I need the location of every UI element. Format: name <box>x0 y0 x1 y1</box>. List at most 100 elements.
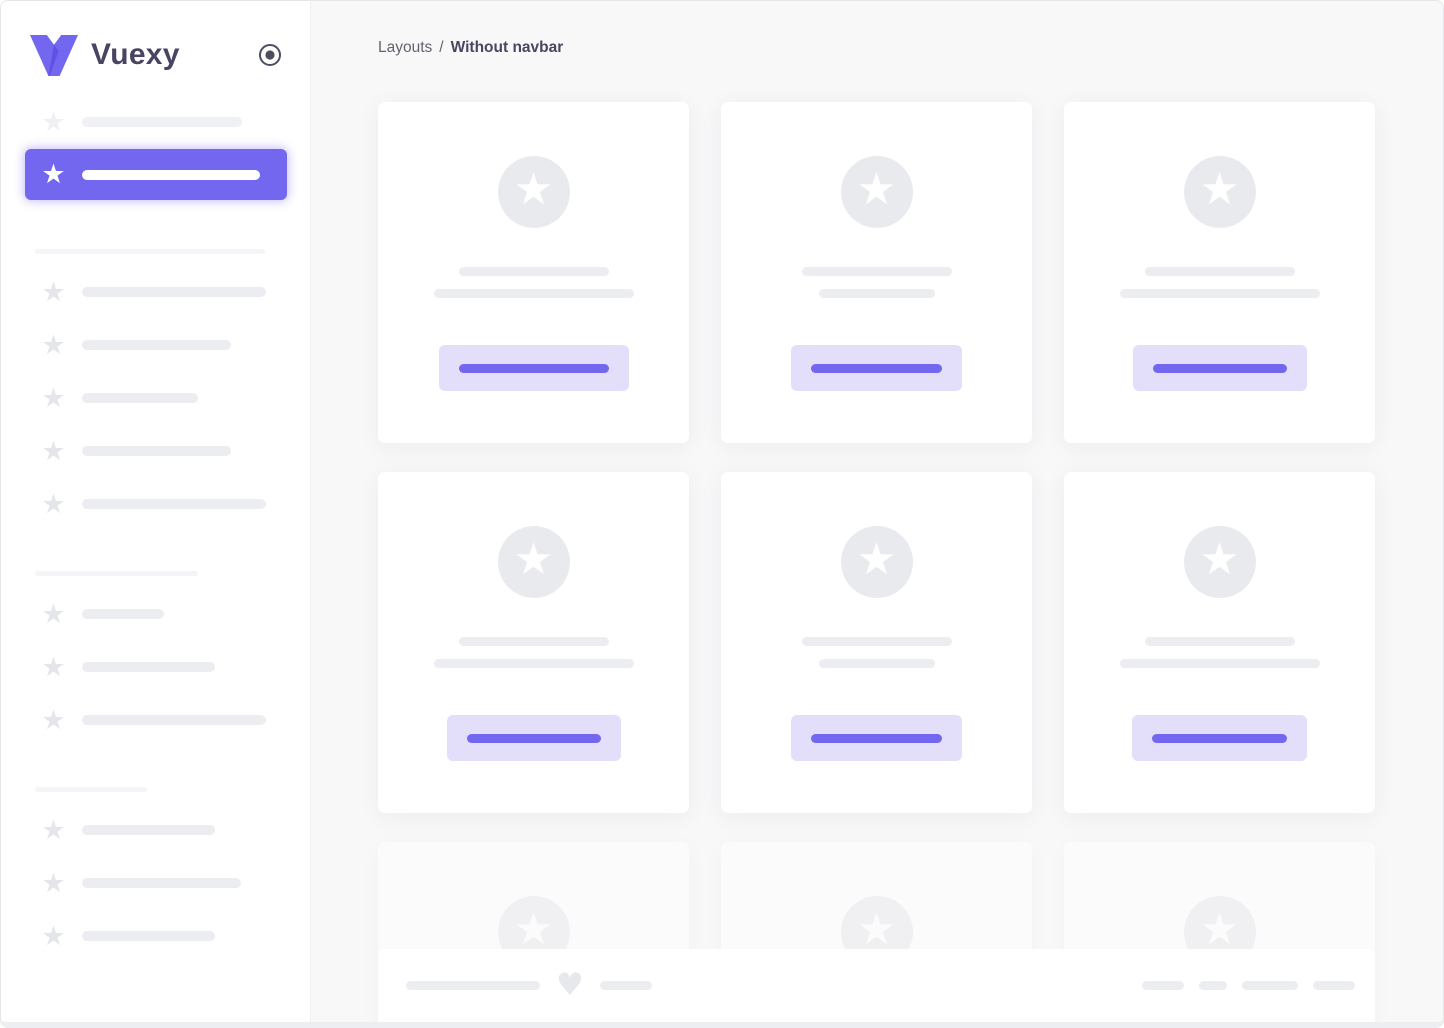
text-placeholder-line <box>1119 289 1320 298</box>
text-placeholder-line <box>433 289 634 298</box>
copyright-placeholder <box>406 981 540 990</box>
star-icon: ★ <box>513 534 554 585</box>
sidebar-item[interactable]: ★ <box>25 596 287 632</box>
star-icon: ★ <box>1199 164 1240 215</box>
cards-grid: ★ ★ ★ ★ ★ ★ ★ ★ ★ <box>378 102 1375 1022</box>
placeholder-card: ★ <box>378 472 689 813</box>
label-placeholder <box>82 715 266 725</box>
star-icon: ★ <box>41 814 66 846</box>
star-icon: ★ <box>41 704 66 736</box>
placeholder-button[interactable] <box>1132 345 1307 391</box>
text-placeholder-line <box>1144 637 1295 646</box>
text-placeholder-line <box>433 659 634 668</box>
text-placeholder-line <box>458 637 609 646</box>
placeholder-button[interactable] <box>446 715 621 761</box>
breadcrumb-link-layouts[interactable]: Layouts <box>378 39 433 56</box>
sidebar-item[interactable]: ★ <box>25 433 287 469</box>
label-placeholder <box>82 499 266 509</box>
placeholder-button[interactable] <box>438 345 629 391</box>
sidebar-item-placeholder[interactable]: ★ <box>25 104 287 140</box>
label-placeholder <box>82 446 231 456</box>
sidebar-toggle-icon[interactable] <box>258 43 282 67</box>
sidebar-item[interactable]: ★ <box>25 327 287 363</box>
sidebar-sections: ★ ★ ★ ★ ★ ★ ★ ★ ★ ★ ★ <box>25 249 287 954</box>
breadcrumb-separator: / <box>439 39 444 56</box>
label-placeholder <box>82 169 260 180</box>
footer-link-placeholder[interactable] <box>1242 981 1298 990</box>
sidebar-item[interactable]: ★ <box>25 918 287 954</box>
placeholder-card: ★ <box>1064 102 1375 443</box>
star-avatar: ★ <box>497 526 570 598</box>
sidebar-item-active[interactable]: ★ <box>25 149 287 200</box>
sidebar-item[interactable]: ★ <box>25 702 287 738</box>
footer-link-placeholder[interactable] <box>1199 981 1227 990</box>
star-icon: ★ <box>41 435 66 467</box>
placeholder-card: ★ <box>721 472 1032 813</box>
section-heading-placeholder <box>35 249 265 254</box>
placeholder-card: ★ <box>378 102 689 443</box>
label-placeholder <box>82 931 215 941</box>
text-placeholder-line <box>1119 659 1320 668</box>
sidebar-section: ★ ★ ★ <box>25 571 287 738</box>
sidebar-header: Vuexy <box>1 1 310 76</box>
sidebar-item[interactable]: ★ <box>25 812 287 848</box>
star-icon: ★ <box>856 904 897 955</box>
text-placeholder-line <box>801 267 952 276</box>
text-placeholder-line <box>818 289 935 298</box>
sidebar-item[interactable]: ★ <box>25 649 287 685</box>
sidebar-item[interactable]: ★ <box>25 380 287 416</box>
credit-placeholder <box>599 981 652 990</box>
text-placeholder-line <box>458 267 609 276</box>
placeholder-button[interactable] <box>1132 715 1307 761</box>
sidebar-section: ★ ★ ★ ★ ★ <box>25 249 287 522</box>
label-placeholder <box>82 662 215 672</box>
star-icon: ★ <box>41 106 66 138</box>
label-placeholder <box>82 393 198 403</box>
star-icon: ★ <box>856 534 897 585</box>
section-heading-placeholder <box>35 571 198 576</box>
footer: ♥ <box>378 949 1375 1022</box>
footer-link-placeholder[interactable] <box>1313 981 1355 990</box>
star-avatar: ★ <box>840 526 913 598</box>
star-icon: ★ <box>41 867 66 899</box>
placeholder-button[interactable] <box>791 345 962 391</box>
label-placeholder <box>82 825 215 835</box>
star-icon: ★ <box>41 488 66 520</box>
breadcrumb: Layouts / Without navbar <box>378 39 563 57</box>
button-label-placeholder <box>811 733 942 743</box>
section-heading-placeholder <box>35 787 147 792</box>
breadcrumb-current-page: Without navbar <box>450 39 564 56</box>
label-placeholder <box>82 117 242 127</box>
button-label-placeholder <box>466 733 601 743</box>
star-icon: ★ <box>513 904 554 955</box>
brand-title[interactable]: Vuexy <box>91 38 180 71</box>
placeholder-card: ★ <box>721 102 1032 443</box>
star-icon: ★ <box>1199 904 1240 955</box>
star-icon: ★ <box>41 159 66 190</box>
label-placeholder <box>82 878 241 888</box>
placeholder-button[interactable] <box>791 715 962 761</box>
vuexy-logo-icon[interactable] <box>30 34 78 76</box>
label-placeholder <box>82 287 266 297</box>
star-avatar: ★ <box>1183 526 1256 598</box>
sidebar-item[interactable]: ★ <box>25 865 287 901</box>
sidebar-item[interactable]: ★ <box>25 274 287 310</box>
label-placeholder <box>82 609 164 619</box>
main-content: Layouts / Without navbar ★ ★ ★ ★ ★ ★ ★ ★ ★ ♥ <box>311 1 1443 1022</box>
text-placeholder-line <box>1144 267 1295 276</box>
star-icon: ★ <box>41 382 66 414</box>
star-icon: ★ <box>513 164 554 215</box>
button-label-placeholder <box>1152 733 1287 743</box>
star-avatar: ★ <box>840 156 913 228</box>
sidebar-menu: ★ ★ ★ ★ ★ ★ ★ ★ ★ ★ ★ ★ ★ <box>1 76 310 954</box>
star-icon: ★ <box>41 276 66 308</box>
star-icon: ★ <box>1199 534 1240 585</box>
star-avatar: ★ <box>1183 156 1256 228</box>
sidebar-item[interactable]: ★ <box>25 486 287 522</box>
text-placeholder-line <box>818 659 935 668</box>
button-label-placeholder <box>811 363 942 373</box>
star-icon: ★ <box>41 651 66 683</box>
footer-link-placeholder[interactable] <box>1142 981 1184 990</box>
sidebar-section: ★ ★ ★ <box>25 787 287 954</box>
